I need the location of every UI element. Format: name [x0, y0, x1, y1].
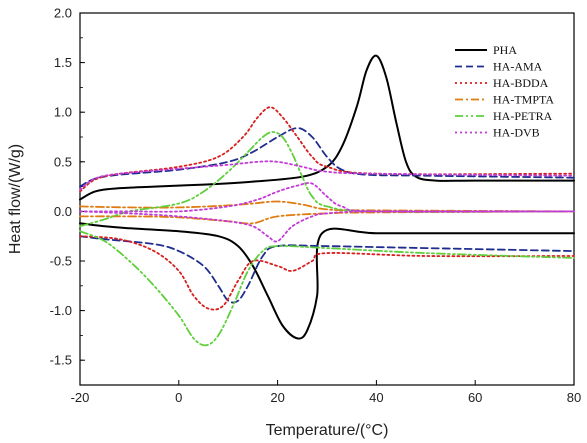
y-tick-label: 1.0 — [54, 105, 72, 120]
series-layer — [79, 54, 575, 347]
series-ha-petra — [79, 131, 575, 347]
legend: PHA HA-AMA HA-BDDA HA-TMPTA HA-PETRA HA-DVB — [455, 43, 554, 140]
legend-label: HA-AMA — [493, 60, 543, 74]
series-line — [79, 235, 575, 311]
y-tick-label: 1.5 — [54, 55, 72, 70]
series-line — [79, 182, 575, 213]
y-tick-label: 0.5 — [54, 154, 72, 169]
series-line — [79, 235, 575, 304]
y-tick-label: -1.5 — [50, 353, 72, 368]
series-line — [79, 131, 575, 228]
tick-labels: -20 0 20 40 60 80 -1.5 -1.0 -0.5 0.0 0.5 1.0 1.5 2.0 — [50, 6, 582, 406]
y-tick-label: -0.5 — [50, 254, 72, 269]
series-line — [79, 222, 575, 340]
series-line — [79, 127, 575, 188]
y-tick-label: 0.0 — [54, 204, 72, 219]
legend-label: PHA — [493, 43, 517, 57]
x-tick-label: 40 — [369, 390, 383, 405]
legend-label: HA-DVB — [493, 126, 540, 140]
series-ha-ama — [79, 127, 575, 304]
series-line — [79, 210, 575, 243]
x-axis-title: Temperature/(°C) — [266, 422, 389, 439]
y-tick-label: -1.0 — [50, 303, 72, 318]
y-axis-title: Heat flow/(W/g) — [7, 144, 24, 254]
legend-label: HA-PETRA — [493, 109, 553, 123]
legend-label: HA-TMPTA — [493, 93, 554, 107]
series-line — [79, 160, 575, 191]
series-pha — [79, 54, 575, 340]
y-tick-label: 2.0 — [54, 6, 72, 21]
x-tick-label: -20 — [71, 390, 90, 405]
x-tick-label: 60 — [468, 390, 482, 405]
x-tick-label: 20 — [270, 390, 284, 405]
x-tick-label: 80 — [567, 390, 581, 405]
x-tick-label: 0 — [175, 390, 182, 405]
series-line — [79, 230, 575, 347]
legend-label: HA-BDDA — [493, 76, 549, 90]
series-line — [79, 200, 575, 213]
series-ha-dvb — [79, 160, 575, 243]
series-line — [79, 54, 575, 201]
